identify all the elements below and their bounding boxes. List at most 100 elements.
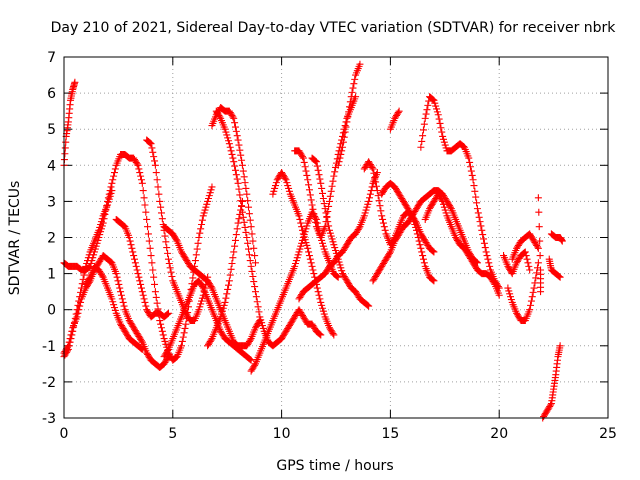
data-point-track-q	[330, 259, 338, 267]
data-point-track-j	[221, 298, 229, 306]
data-point-track-v	[408, 212, 416, 220]
data-point-track-o	[289, 316, 297, 324]
data-point-track-y	[452, 234, 460, 241]
data-point-track-x	[429, 96, 437, 104]
data-point-track-g	[164, 255, 172, 263]
data-point-track-k	[240, 173, 248, 181]
data-point-track-k	[251, 252, 259, 260]
data-point-track-d	[137, 335, 145, 343]
data-point-track-l	[243, 234, 251, 241]
data-point-track-o	[285, 323, 293, 331]
data-point-track-u	[377, 264, 385, 272]
data-point-track-k	[233, 132, 241, 140]
data-point-track-j	[225, 281, 233, 289]
data-point-track-r	[325, 226, 333, 234]
data-point-track-d	[115, 280, 123, 288]
data-point-track-g	[147, 140, 155, 148]
data-point-track-d	[76, 302, 84, 310]
data-point-track-x	[467, 167, 475, 175]
data-point-track-y	[472, 263, 480, 271]
data-point-track-e	[85, 275, 93, 283]
data-point-track-m	[248, 366, 256, 374]
data-point-track-h	[252, 322, 260, 330]
data-point-track-h	[205, 280, 213, 288]
data-point-track-f	[139, 291, 147, 299]
data-point-track-c	[97, 218, 105, 226]
data-point-track-p	[301, 163, 309, 171]
data-point-track-q	[341, 244, 349, 252]
data-point-track-k	[245, 203, 253, 211]
data-point-track-b	[178, 337, 186, 345]
data-point-track-f	[143, 306, 151, 314]
data-point-track-n	[285, 187, 293, 195]
data-point-track-m	[291, 262, 299, 270]
data-point-track-j	[231, 242, 239, 250]
data-point-track-m	[332, 272, 340, 280]
data-point-track-f	[138, 288, 146, 296]
data-point-track-d	[135, 332, 143, 340]
data-point-track-l	[216, 113, 224, 121]
data-point-track-t	[424, 241, 432, 249]
data-point-track-z	[513, 259, 521, 267]
data-point-track-b	[162, 340, 170, 348]
tick-layer: 0 5 10 15 20 25 -3 -2 -1 0 1 2 3 4 5 6 7	[42, 50, 617, 442]
data-point-track-p	[298, 153, 306, 161]
data-point-track-e	[124, 332, 132, 340]
data-point-track-u	[395, 230, 403, 238]
data-point-track-aa	[507, 293, 515, 301]
data-point-track-h	[245, 339, 253, 347]
data-point-track-q	[345, 238, 353, 246]
data-point-track-u	[393, 233, 401, 241]
data-point-track-e	[117, 320, 125, 328]
data-point-track-n	[308, 262, 316, 270]
data-point-track-t	[381, 226, 389, 234]
data-point-track-d	[130, 324, 138, 332]
data-point-track-t	[379, 219, 387, 227]
data-point-track-x	[474, 209, 482, 217]
data-point-track-n	[269, 190, 277, 198]
data-point-track-n	[327, 327, 335, 335]
data-point-track-f	[141, 298, 149, 306]
y-tick-label: -1	[42, 339, 56, 355]
data-point-track-l	[248, 267, 256, 275]
data-point-track-x	[436, 119, 444, 127]
data-point-track-r	[328, 235, 336, 243]
data-point-track-d	[144, 350, 152, 358]
data-point-track-y	[487, 275, 495, 283]
y-tick-label: 5	[47, 122, 56, 138]
data-point-track-n	[304, 244, 312, 252]
data-point-track-ae	[558, 237, 566, 245]
data-point-track-v	[406, 209, 414, 217]
data-point-track-c	[108, 187, 116, 195]
data-point-track-m	[297, 242, 305, 250]
data-point-track-n	[309, 266, 317, 274]
data-point-track-u	[413, 203, 421, 211]
x-tick-label: 20	[490, 426, 508, 442]
data-point-track-l	[236, 191, 244, 199]
data-point-track-k	[238, 161, 246, 169]
data-point-track-v	[399, 196, 407, 204]
data-point-track-b	[151, 280, 159, 288]
data-point-track-t	[421, 237, 429, 245]
data-point-track-s	[338, 147, 346, 155]
data-point-track-h	[245, 337, 253, 345]
data-point-track-ab	[528, 234, 536, 242]
data-point-track-ab	[527, 233, 535, 241]
data-point-track-g	[154, 183, 162, 191]
data-point-track-b	[147, 252, 155, 260]
data-point-track-e	[98, 272, 106, 280]
data-point-track-f	[130, 252, 138, 260]
data-point-track-j	[233, 225, 241, 233]
data-point-track-k	[249, 237, 257, 245]
data-point-track-x	[432, 102, 440, 110]
data-point-track-h	[183, 257, 191, 265]
data-point-track-b	[201, 206, 209, 214]
data-point-track-t	[372, 182, 380, 190]
data-point-track-i	[198, 281, 206, 289]
data-point-track-n	[274, 174, 282, 182]
chart-title: Day 210 of 2021, Sidereal Day-to-day VTE…	[51, 20, 617, 36]
data-point-track-k	[247, 223, 255, 231]
data-point-track-n	[300, 233, 308, 241]
data-point-track-o	[297, 309, 305, 317]
data-point-track-v	[418, 248, 426, 256]
